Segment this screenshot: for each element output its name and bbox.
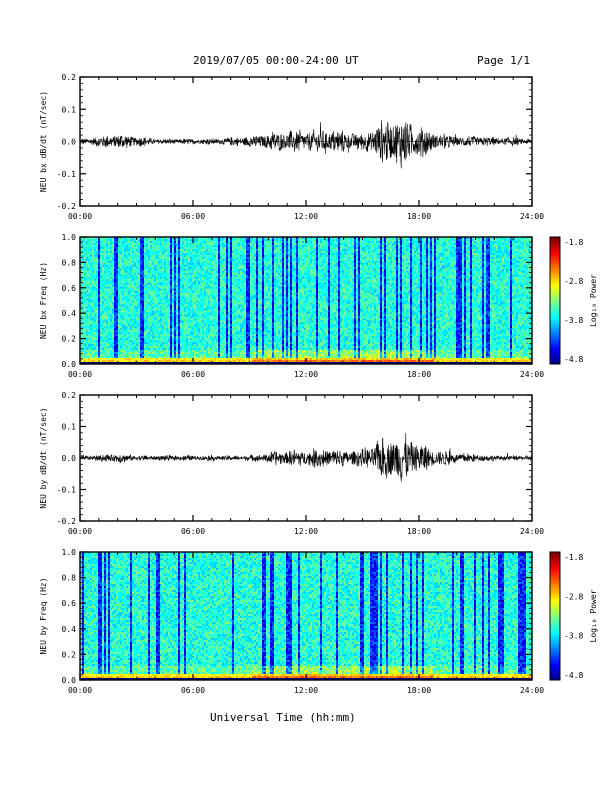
y-tick-label: 0.1: [62, 105, 77, 114]
header-page: Page 1/1: [477, 54, 530, 67]
x-tick-label: 18:00: [407, 212, 431, 221]
footer-xlabel: Universal Time (hh:mm): [210, 711, 356, 724]
y-tick-label: -0.2: [57, 202, 76, 211]
x-tick-label: 06:00: [181, 212, 205, 221]
x-tick-label: 00:00: [68, 212, 92, 221]
x-tick-label: 12:00: [294, 212, 318, 221]
series-trace: [80, 120, 532, 168]
x-tick-label: 24:00: [520, 212, 544, 221]
panel-1: 00:00 06:00 12:00 18:00 24:00 0.2 0.1 0.0 -0.1 -0…: [39, 73, 544, 221]
y-axis-label: NEU bx dB/dt (nT/sec): [39, 91, 48, 192]
header-date-range: 2019/07/05 00:00-24:00 UT: [193, 54, 359, 67]
spectrogram: [80, 237, 532, 364]
y-tick-label: -0.1: [57, 170, 76, 179]
y-tick-label: 0.0: [62, 138, 77, 147]
y-tick-label: 0.2: [62, 73, 77, 82]
